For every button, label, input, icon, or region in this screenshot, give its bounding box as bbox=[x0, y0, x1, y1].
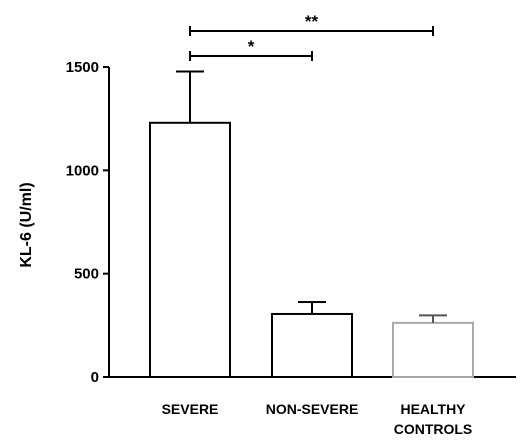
bar bbox=[271, 312, 353, 379]
x-category-label: SEVERE bbox=[162, 401, 219, 417]
y-tick-label: 1500 bbox=[66, 59, 99, 76]
bar bbox=[392, 321, 474, 378]
x-category-label: HEALTHY CONTROLS bbox=[394, 401, 473, 437]
plot-area: 0 500 1000 1500 SEVERE NON-SEVERE HEALTHY CONTR… bbox=[66, 12, 516, 437]
significance-label: ** bbox=[305, 12, 319, 31]
y-tick-label: 1000 bbox=[66, 162, 99, 179]
y-tick-label: 0 bbox=[91, 369, 99, 386]
y-axis-title: KL-6 (U/ml) bbox=[18, 182, 35, 267]
significance-label: * bbox=[248, 37, 255, 56]
bar bbox=[149, 121, 231, 378]
y-tick-label: 500 bbox=[74, 266, 99, 283]
x-category-label: NON-SEVERE bbox=[266, 401, 359, 417]
